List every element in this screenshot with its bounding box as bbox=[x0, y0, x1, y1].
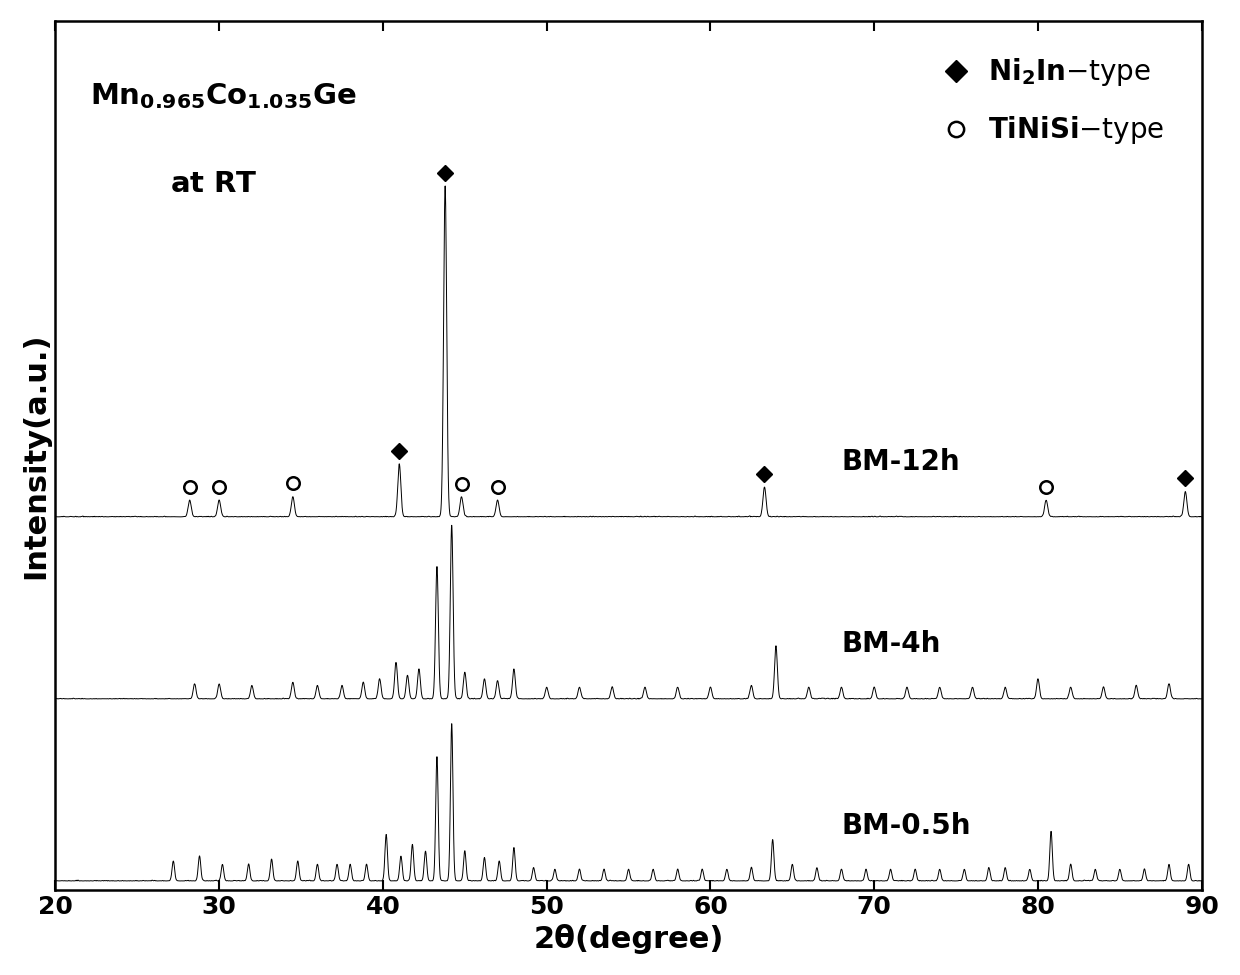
Text: BM-12h: BM-12h bbox=[842, 448, 960, 476]
Text: BM-0.5h: BM-0.5h bbox=[842, 812, 971, 840]
X-axis label: 2θ(degree): 2θ(degree) bbox=[533, 924, 724, 955]
Text: $\mathbf{at\ RT}$: $\mathbf{at\ RT}$ bbox=[170, 169, 257, 198]
Y-axis label: Intensity(a.u.): Intensity(a.u.) bbox=[21, 332, 50, 578]
Text: BM-4h: BM-4h bbox=[842, 630, 941, 658]
Legend: $\mathbf{Ni_2In\mathrm{-type}}$, $\mathbf{TiNiSi\mathrm{-type}}$: $\mathbf{Ni_2In\mathrm{-type}}$, $\mathb… bbox=[926, 43, 1177, 160]
Text: $\mathbf{Mn_{0.965}Co_{1.035}Ge}$: $\mathbf{Mn_{0.965}Co_{1.035}Ge}$ bbox=[89, 82, 356, 111]
